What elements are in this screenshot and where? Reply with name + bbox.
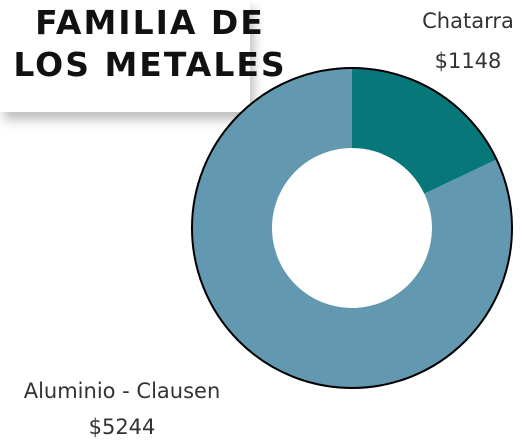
slice [192, 68, 513, 388]
category-label: Aluminio - Clausen [24, 379, 221, 403]
category-label: Chatarra [422, 9, 514, 33]
value-label: $5244 [89, 415, 156, 439]
title-box [0, 0, 250, 112]
outline [191, 67, 513, 389]
chart-title: FAMILIA DE LOS METALES [13, 3, 287, 84]
slice [352, 68, 497, 194]
value-label: $1148 [435, 49, 502, 73]
